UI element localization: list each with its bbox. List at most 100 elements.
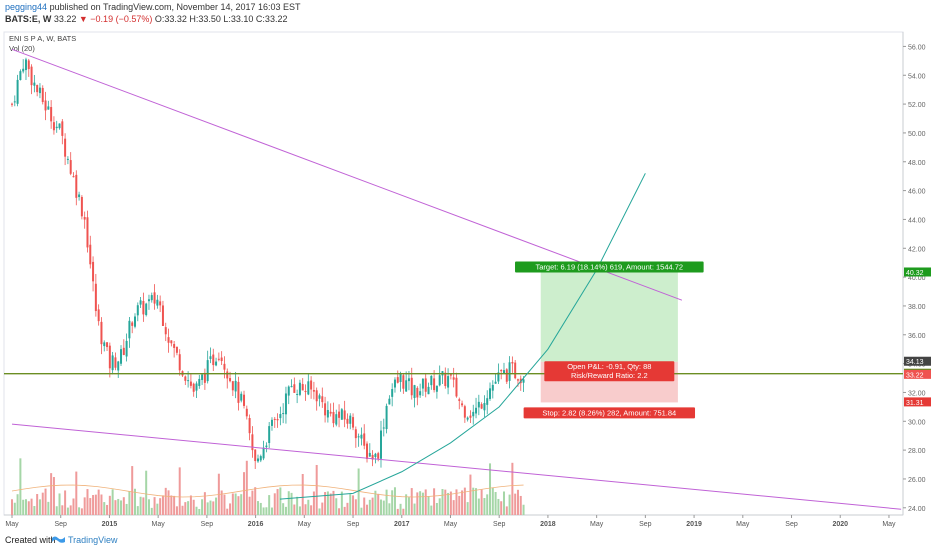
volume-bar <box>92 495 95 515</box>
volume-bar <box>447 492 450 515</box>
candle-body <box>80 196 83 217</box>
volume-bar <box>178 467 181 515</box>
volume-bar <box>159 498 162 515</box>
volume-bar <box>500 501 503 515</box>
volume-bar <box>310 505 313 515</box>
volume-bar <box>296 496 299 515</box>
volume-bar <box>371 497 374 515</box>
volume-bar <box>433 488 436 515</box>
candle-body <box>399 373 402 382</box>
candle-body <box>223 363 226 370</box>
candle-body <box>310 380 313 390</box>
volume-bar <box>346 502 349 515</box>
candle-body <box>41 87 44 103</box>
volume-bar <box>192 499 195 515</box>
candle-body <box>391 389 394 397</box>
candle-body <box>226 371 229 379</box>
candle-body <box>131 322 134 326</box>
candle-body <box>480 404 483 409</box>
price-badge-label: 40.32 <box>906 270 924 277</box>
candle-body <box>128 320 131 339</box>
pnl-box <box>544 361 675 382</box>
candle-body <box>377 453 380 459</box>
x-tick-label: May <box>444 521 458 528</box>
volume-bar <box>326 491 329 515</box>
volume-bar <box>307 499 310 515</box>
candle-body <box>388 398 391 405</box>
volume-bar <box>80 508 83 515</box>
candle-body <box>410 377 413 396</box>
candle-body <box>461 403 464 406</box>
x-tick-label: 2020 <box>832 521 848 528</box>
candle-body <box>402 375 405 389</box>
candle-body <box>268 426 271 443</box>
volume-bar <box>83 497 86 515</box>
candle-body <box>122 347 125 355</box>
volume-bar <box>391 490 394 515</box>
x-tick-label: May <box>882 521 896 528</box>
volume-bar <box>27 501 30 515</box>
candle-body <box>164 327 167 335</box>
candle-body <box>469 415 472 418</box>
candle-body <box>287 386 290 396</box>
candle-body <box>304 390 307 393</box>
candle-body <box>147 299 150 302</box>
candle-body <box>307 381 310 395</box>
candle-body <box>491 384 494 391</box>
volume-bar <box>97 489 100 515</box>
volume-bar <box>265 507 268 515</box>
volume-bar <box>133 488 136 515</box>
candle-body <box>321 396 324 403</box>
volume-bar <box>349 494 352 515</box>
x-tick-label: 2015 <box>102 521 118 528</box>
candle-body <box>368 452 371 457</box>
candle-body <box>413 385 416 398</box>
candle-body <box>156 299 159 306</box>
candle-body <box>472 411 475 417</box>
volume-bar <box>50 473 53 515</box>
candle-body <box>516 379 519 381</box>
candle-body <box>234 380 237 392</box>
candle-body <box>50 107 53 122</box>
candle-body <box>421 378 424 389</box>
candle-body <box>296 393 299 395</box>
candle-body <box>136 305 139 316</box>
candle-body <box>167 337 170 343</box>
x-tick-label: Sep <box>493 521 506 528</box>
y-tick-label: 28.00 <box>908 448 926 455</box>
candle-body <box>198 378 201 386</box>
volume-bar <box>164 487 167 515</box>
candle-body <box>16 79 19 104</box>
volume-bar <box>324 492 327 515</box>
publish-line: pegging44 published on TradingView.com, … <box>5 2 301 12</box>
footer: Created with TradingView <box>0 530 932 550</box>
y-tick-label: 38.00 <box>908 304 926 311</box>
volume-bar <box>203 492 206 515</box>
volume-bar <box>75 471 78 515</box>
volume-bar <box>293 504 296 515</box>
volume-bar <box>22 499 25 515</box>
volume-bar <box>150 507 153 515</box>
y-tick-label: 50.00 <box>908 131 926 138</box>
candle-body <box>329 411 332 414</box>
volume-bar <box>122 497 125 515</box>
candle-body <box>245 408 248 417</box>
volume-bar <box>402 508 405 515</box>
volume-bar <box>438 498 441 515</box>
volume-bar <box>114 500 117 515</box>
volume-bar <box>502 491 505 515</box>
volume-bar <box>396 508 399 515</box>
candle-body <box>371 454 374 460</box>
author-link[interactable]: pegging44 <box>5 2 48 12</box>
volume-bar <box>410 488 413 515</box>
volume-bar <box>16 494 19 515</box>
tradingview-brand[interactable]: TradingView <box>68 535 118 545</box>
y-tick-label: 26.00 <box>908 477 926 484</box>
legend-entry: Vol (20) <box>9 44 35 53</box>
volume-bar <box>108 495 111 515</box>
volume-bar <box>248 496 251 515</box>
volume-bar <box>259 502 262 515</box>
candle-body <box>508 362 511 381</box>
candle-body <box>75 174 78 198</box>
